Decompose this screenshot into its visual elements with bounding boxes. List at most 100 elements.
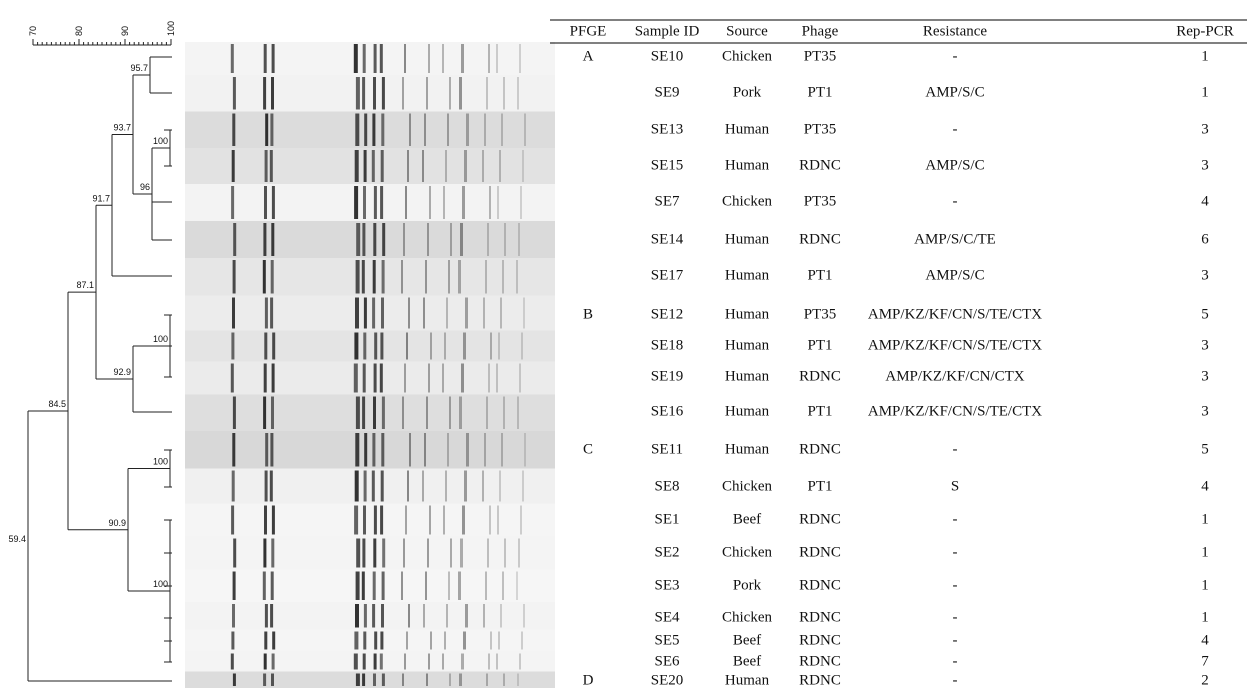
gel-band [263, 260, 266, 294]
table-cell: 2 [1201, 672, 1209, 688]
gel-band [232, 150, 235, 182]
gel-band [429, 506, 431, 535]
gel-band [270, 433, 273, 467]
column-header: Rep-PCR [1176, 23, 1234, 39]
gel-band [520, 506, 522, 535]
gel-band [488, 654, 490, 670]
table-cell: Human [725, 403, 770, 419]
table-cell: Beef [733, 511, 761, 527]
gel-band [270, 471, 273, 502]
gel-band [498, 632, 500, 650]
gel-band [272, 44, 275, 73]
pfge-group: C [583, 441, 593, 457]
table-cell: Human [725, 441, 770, 457]
gel-band [356, 223, 360, 256]
gel-lane [185, 602, 555, 630]
gel-band [407, 150, 409, 182]
table-cell: PT1 [807, 267, 832, 283]
gel-band [263, 674, 266, 687]
gel-band [460, 223, 463, 256]
gel-band [484, 114, 486, 147]
gel-band [381, 298, 384, 329]
gel-band [354, 44, 358, 73]
gel-band [380, 44, 383, 73]
gel-band [518, 539, 520, 568]
gel-band [464, 471, 467, 502]
gel-band [430, 632, 432, 650]
gel-band [405, 506, 407, 535]
table-cell: Human [725, 672, 770, 688]
gel-band [373, 572, 376, 601]
gel-band [517, 674, 519, 687]
gel-band [517, 77, 519, 110]
gel-band [404, 364, 406, 393]
gel-band [363, 186, 366, 219]
gel-lane [185, 570, 555, 603]
gel-band [380, 333, 383, 360]
gel-band [465, 298, 468, 329]
gel-band [354, 364, 358, 393]
table-cell: AMP/KZ/KF/CN/S/TE/CTX [868, 306, 1042, 322]
table-cell: PT35 [804, 121, 837, 137]
gel-band [233, 77, 236, 110]
table-cell: Beef [733, 653, 761, 669]
table-cell: RDNC [799, 157, 841, 173]
gel-band [264, 333, 267, 360]
gel-band [355, 298, 359, 329]
gel-lane [185, 184, 555, 221]
gel-band [445, 471, 447, 502]
gel-band [380, 632, 383, 650]
gel-band [446, 604, 448, 628]
gel-band [483, 604, 485, 628]
gel-band [487, 223, 489, 256]
gel-band [464, 150, 467, 182]
gel-band [372, 298, 375, 329]
gel-band [232, 298, 235, 329]
gel-band [448, 572, 450, 601]
table-cell: PT35 [804, 48, 837, 64]
gel-band [483, 298, 485, 329]
gel-band [445, 150, 447, 182]
gel-band [362, 260, 365, 294]
gel-band [381, 471, 384, 502]
gel-band [496, 654, 498, 670]
gel-band [521, 333, 523, 360]
gel-band [501, 433, 503, 467]
table-cell: Human [725, 121, 770, 137]
gel-band [404, 44, 406, 73]
gel-band [489, 506, 491, 535]
table-cell: RDNC [799, 632, 841, 648]
gel-band [503, 77, 505, 110]
gel-band [402, 77, 404, 110]
gel-band [382, 223, 385, 256]
node-label: 59.4 [8, 534, 26, 544]
gel-band [271, 572, 274, 601]
gel-band [424, 433, 426, 467]
gel-band [373, 539, 376, 568]
gel-band [496, 44, 498, 73]
table-cell: SE17 [651, 267, 684, 283]
gel-lane [185, 258, 555, 296]
gel-band [485, 260, 487, 294]
gel-band [374, 632, 377, 650]
gel-band [486, 397, 488, 430]
gel-band [522, 471, 524, 502]
gel-band [233, 539, 236, 568]
gel-band [233, 397, 236, 430]
gel-band [444, 632, 446, 650]
gel-band [504, 539, 506, 568]
gel-band [524, 114, 526, 147]
node-label: 90.9 [108, 518, 126, 528]
gel-band [382, 260, 385, 294]
table-cell: PT1 [807, 403, 832, 419]
gel-band [516, 260, 518, 294]
gel-band [363, 654, 366, 670]
gel-band [382, 572, 385, 601]
gel-band [374, 364, 377, 393]
gel-lane [185, 296, 555, 331]
gel-band [446, 298, 448, 329]
table-cell: RDNC [799, 441, 841, 457]
table-cell: 1 [1201, 609, 1209, 625]
gel-band [459, 77, 462, 110]
gel-lane [185, 431, 555, 469]
